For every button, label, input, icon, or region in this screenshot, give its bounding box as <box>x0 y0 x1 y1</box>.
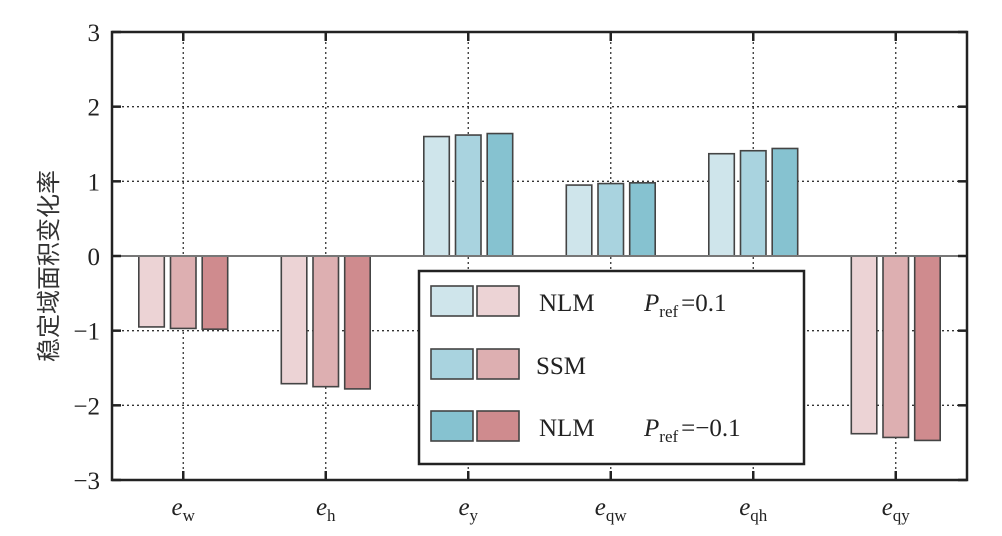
x-tick-label-base: e <box>739 494 750 521</box>
x-tick-label-sub: w <box>183 506 196 525</box>
legend-param-sub: ref <box>659 427 678 446</box>
x-tick-label: eqh <box>739 494 768 525</box>
legend-swatch-positive <box>430 348 474 380</box>
x-tick-label-base: e <box>882 494 893 521</box>
legend-swatch-positive <box>430 285 474 317</box>
bars <box>138 132 942 442</box>
legend-param-label: Pref =0.1 <box>643 290 727 321</box>
legend-model-label: NLM <box>539 290 595 317</box>
bar-3-5 <box>913 255 942 442</box>
bar-2-0 <box>169 255 197 330</box>
x-tick-label-sub: qy <box>893 506 911 525</box>
y-tick-label: 2 <box>88 95 101 122</box>
bar-2-5 <box>882 255 910 439</box>
legend-swatch-negative <box>476 348 520 380</box>
legend-param-base: P <box>643 290 659 317</box>
x-tick-label-sub: qw <box>606 506 628 525</box>
x-tick-label-base: e <box>595 494 606 521</box>
x-tick-label-sub: y <box>470 506 479 525</box>
x-tick-label-base: e <box>316 494 327 521</box>
y-tick-labels: 3 2 1 0 −1 −2 −3 <box>73 20 100 495</box>
x-tick-label-base: e <box>458 494 469 521</box>
legend-model-label: SSM <box>536 353 586 380</box>
legend-param-value: =0.1 <box>681 290 726 317</box>
legend-param-sub: ref <box>659 302 678 321</box>
legend-swatch-negative <box>476 285 520 317</box>
x-tick-label: eqy <box>882 494 911 525</box>
legend-param-value: =−0.1 <box>681 415 740 442</box>
y-tick-label: 0 <box>88 244 101 271</box>
bar-2-1 <box>312 255 340 388</box>
y-axis-label: 稳定域面积变化率 <box>35 170 63 362</box>
legend-param-label: Pref =−0.1 <box>643 415 741 446</box>
legend-entry: NLM Pref =−0.1 <box>430 410 741 446</box>
bar-1-4 <box>707 152 736 257</box>
legend-model-label: NLM <box>539 415 595 442</box>
bar-1-3 <box>565 184 593 257</box>
bar-2-4 <box>739 149 767 257</box>
y-tick-label: −3 <box>73 468 100 495</box>
legend-param-base: P <box>643 415 659 442</box>
legend-entry: NLM Pref =0.1 <box>430 285 727 321</box>
bar-2-2 <box>454 134 482 257</box>
y-tick-label: 1 <box>88 169 101 196</box>
x-tick-label-sub: qh <box>750 506 768 525</box>
y-tick-label: −1 <box>73 319 100 346</box>
bar-3-4 <box>771 147 799 257</box>
axis-ticks <box>112 30 967 482</box>
x-tick-label: eqw <box>595 494 628 525</box>
y-tick-label: −2 <box>73 393 100 420</box>
x-tick-label: ey <box>458 494 478 525</box>
x-tick-labels: ew eh ey eqw eqh eqy <box>172 494 911 525</box>
legend-entry: SSM <box>430 348 586 380</box>
bar-1-0 <box>138 255 166 328</box>
bar-1-2 <box>422 135 451 257</box>
x-tick-label: eh <box>316 494 336 525</box>
bar-3-0 <box>201 255 229 330</box>
bar-1-5 <box>850 255 878 435</box>
legend-swatch-positive <box>430 410 474 442</box>
bar-3-3 <box>628 182 657 257</box>
bar-1-1 <box>280 255 308 385</box>
x-tick-label-base: e <box>172 494 183 521</box>
y-tick-label: 3 <box>88 20 101 47</box>
bar-2-3 <box>597 182 625 257</box>
x-tick-label-sub: h <box>327 506 336 525</box>
bar-3-1 <box>343 255 372 390</box>
legend-swatch-negative <box>476 410 520 442</box>
bar-3-2 <box>486 132 514 257</box>
x-tick-label: ew <box>172 494 196 525</box>
